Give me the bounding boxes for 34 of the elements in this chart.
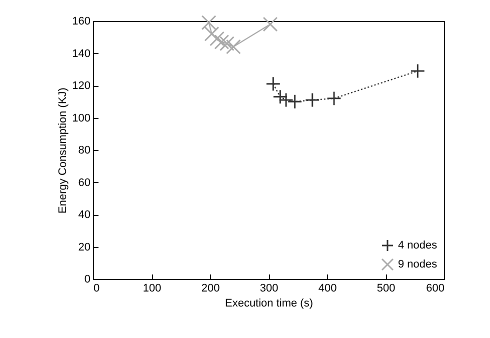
x-tick-label: 200 <box>201 282 220 294</box>
point <box>220 36 234 52</box>
x-tick-label: 500 <box>376 282 396 294</box>
y-tick-label: 160 <box>72 16 90 28</box>
y-axis-title: Energy Consumption (KJ) <box>57 88 70 214</box>
point <box>326 90 342 106</box>
x-tick-label: 600 <box>426 282 444 294</box>
legend-label: 4 nodes <box>398 240 438 252</box>
x-tick-label: 0 <box>94 282 100 294</box>
point <box>410 64 426 78</box>
y-tick-label: 100 <box>72 112 90 124</box>
y-tick-label: 60 <box>78 176 90 189</box>
point <box>262 16 278 32</box>
point <box>204 26 220 42</box>
point <box>210 31 224 46</box>
x-tick-label: 400 <box>318 282 337 294</box>
point <box>287 94 302 110</box>
x-axis-title: Execution time (s) <box>224 298 314 310</box>
point <box>278 92 294 108</box>
y-tick-label: 80 <box>78 144 90 156</box>
point <box>201 15 216 30</box>
y-tick-label: 20 <box>78 241 90 254</box>
y-tick-label: 0 <box>84 274 90 286</box>
y-tick-label: 140 <box>72 48 90 60</box>
y-tick-label: 120 <box>72 80 90 92</box>
point <box>226 39 241 54</box>
y-tick-label: 40 <box>78 209 90 221</box>
legend-label: 9 nodes <box>398 258 438 270</box>
point <box>272 89 288 104</box>
point <box>214 34 230 50</box>
x-tick-label: 100 <box>142 282 162 294</box>
point <box>304 92 320 108</box>
point <box>266 76 281 92</box>
x-tick-label: 300 <box>260 282 278 294</box>
